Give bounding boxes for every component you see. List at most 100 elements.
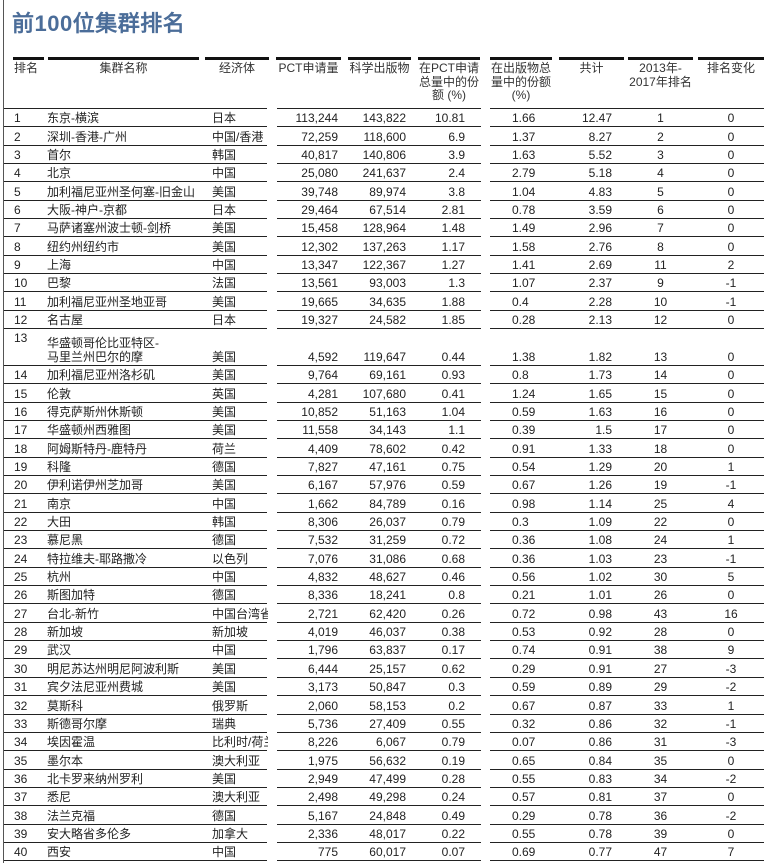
- table-row: 22 大田 韩国 8,306 26,037 0.79 0.3 1.09 22 0: [0, 513, 764, 532]
- cell-rank-2013-2017: 34: [653, 771, 668, 786]
- cell-rank: 24: [14, 551, 28, 566]
- cell-rank-2013-2017: 29: [653, 680, 668, 695]
- cell-cluster-name: 斯图加特: [47, 588, 96, 603]
- row-rule: [490, 585, 764, 587]
- row-rule: [490, 126, 764, 128]
- cell-publication-share: 0.69: [512, 845, 536, 860]
- row-rule: [490, 493, 764, 495]
- cell-rank: 10: [14, 276, 28, 291]
- cell-pct-share: 0.44: [441, 349, 465, 364]
- cell-publication-share: 0.98: [512, 496, 536, 511]
- row-rule: [277, 786, 481, 788]
- row-rule: [4, 328, 267, 330]
- row-rule: [490, 438, 764, 440]
- table-row: 18 阿姆斯特丹-鹿特丹 荷兰 4,409 78,602 0.42 0.91 1.33 18 0: [0, 439, 764, 458]
- cell-rank: 18: [14, 441, 28, 456]
- cell-rank-change: 7: [727, 845, 735, 860]
- cell-pct-applications: 7,076: [307, 551, 338, 566]
- row-rule: [277, 566, 481, 568]
- cell-rank-2013-2017: 31: [653, 735, 668, 750]
- header-rule: [348, 57, 411, 60]
- cell-rank-2013-2017: 16: [653, 404, 668, 419]
- cell-total: 0.86: [588, 735, 612, 750]
- cell-rank-2013-2017: 17: [653, 423, 668, 438]
- cell-scientific-publications: 107,680: [362, 386, 406, 401]
- cell-rank-change: 0: [727, 166, 735, 181]
- cell-economy: 美国: [212, 221, 237, 236]
- cell-total: 0.77: [588, 845, 612, 860]
- row-rule: [490, 309, 764, 311]
- cell-publication-share: 1.63: [512, 148, 536, 163]
- cell-rank: 26: [14, 588, 28, 603]
- cell-cluster-name: 大田: [47, 515, 72, 530]
- cell-pct-share: 0.41: [441, 386, 465, 401]
- table-row: 13 华盛顿哥伦比亚特区- 马里兰州巴尔的摩 美国 4,592 119,647 0.44 1…: [0, 329, 764, 366]
- cell-cluster-name: 深圳-香港-广州: [47, 129, 127, 144]
- cell-rank-change: 0: [727, 129, 735, 144]
- cell-pct-share: 0.22: [441, 826, 465, 841]
- cell-publication-share: 0.78: [512, 203, 536, 218]
- header-rule: [490, 57, 552, 60]
- row-rule: [4, 273, 267, 275]
- cell-cluster-name: 台北-新竹: [47, 606, 99, 621]
- cell-pct-share: 1.1: [448, 423, 465, 438]
- cell-total: 2.28: [588, 294, 612, 309]
- cell-economy: 美国: [212, 771, 237, 786]
- cell-cluster-name: 华盛顿州西雅图: [47, 423, 132, 438]
- cell-economy: 美国: [212, 184, 237, 199]
- cell-cluster-name: 首尔: [47, 148, 72, 163]
- header-bottom-rule: [0, 108, 764, 109]
- row-rule: [277, 493, 481, 495]
- table-row: 25 杭州 中国 4,832 48,627 0.46 0.56 1.02 30 5: [0, 568, 764, 587]
- cell-pct-applications: 3,173: [307, 680, 338, 695]
- cell-rank-2013-2017: 36: [653, 808, 668, 823]
- row-rule: [4, 181, 267, 183]
- cell-rank: 37: [14, 790, 28, 805]
- cell-rank-2013-2017: 18: [653, 441, 668, 456]
- cell-publication-share: 1.38: [512, 349, 536, 364]
- cell-scientific-publications: 27,409: [369, 716, 406, 731]
- cell-rank: 23: [14, 533, 28, 548]
- row-rule: [4, 474, 267, 476]
- cell-scientific-publications: 128,964: [362, 221, 406, 236]
- cell-rank: 28: [14, 625, 28, 640]
- cell-pct-applications: 8,306: [307, 515, 338, 530]
- header-rule: [205, 57, 269, 60]
- row-rule: [277, 199, 481, 201]
- row-rule: [4, 713, 267, 715]
- table-row: 35 墨尔本 澳大利亚 1,975 56,632 0.19 0.65 0.84 35 0: [0, 751, 764, 770]
- cell-pct-share: 0.62: [441, 661, 465, 676]
- cell-pct-share: 0.46: [441, 570, 465, 585]
- row-rule: [4, 401, 267, 403]
- table-row: 10 巴黎 法国 13,561 93,003 1.3 1.07 2.37 9 -1: [0, 274, 764, 293]
- cell-pct-share: 0.26: [441, 606, 465, 621]
- cell-total: 0.92: [588, 625, 612, 640]
- cell-scientific-publications: 119,647: [363, 349, 407, 364]
- row-rule: [490, 218, 764, 220]
- cell-rank: 40: [14, 845, 28, 860]
- cell-rank-change: -1: [725, 276, 737, 291]
- cell-rank-change: 0: [727, 515, 735, 530]
- cell-publication-share: 0.3: [512, 515, 529, 530]
- cell-pct-share: 0.68: [441, 551, 465, 566]
- row-rule: [4, 640, 267, 642]
- cell-total: 0.84: [588, 753, 612, 768]
- table-row: 3 首尔 韩国 40,817 140,806 3.9 1.63 5.52 3 0: [0, 146, 764, 165]
- cell-scientific-publications: 56,632: [369, 753, 406, 768]
- cell-economy: 美国: [212, 404, 237, 419]
- cell-rank: 19: [14, 459, 28, 474]
- cell-scientific-publications: 67,514: [369, 203, 406, 218]
- cell-scientific-publications: 84,789: [369, 496, 406, 511]
- cell-total: 0.83: [588, 771, 612, 786]
- table-row: 27 台北-新竹 中国台湾省 2,721 62,420 0.26 0.72 0.98 43 16: [0, 604, 764, 623]
- cell-pct-applications: 1,975: [307, 753, 338, 768]
- cell-economy: 中国: [212, 845, 237, 860]
- cell-pct-applications: 4,592: [307, 349, 338, 364]
- cell-pct-applications: 2,949: [307, 771, 338, 786]
- row-rule: [4, 493, 267, 495]
- cell-economy: 瑞典: [212, 716, 237, 731]
- cell-pct-share: 0.8: [448, 588, 465, 603]
- row-rule: [490, 640, 764, 642]
- cell-pct-applications: 29,464: [301, 203, 338, 218]
- table-row: 14 加利福尼亚州洛杉矶 美国 9,764 69,161 0.93 0.8 1.73 14 0: [0, 366, 764, 385]
